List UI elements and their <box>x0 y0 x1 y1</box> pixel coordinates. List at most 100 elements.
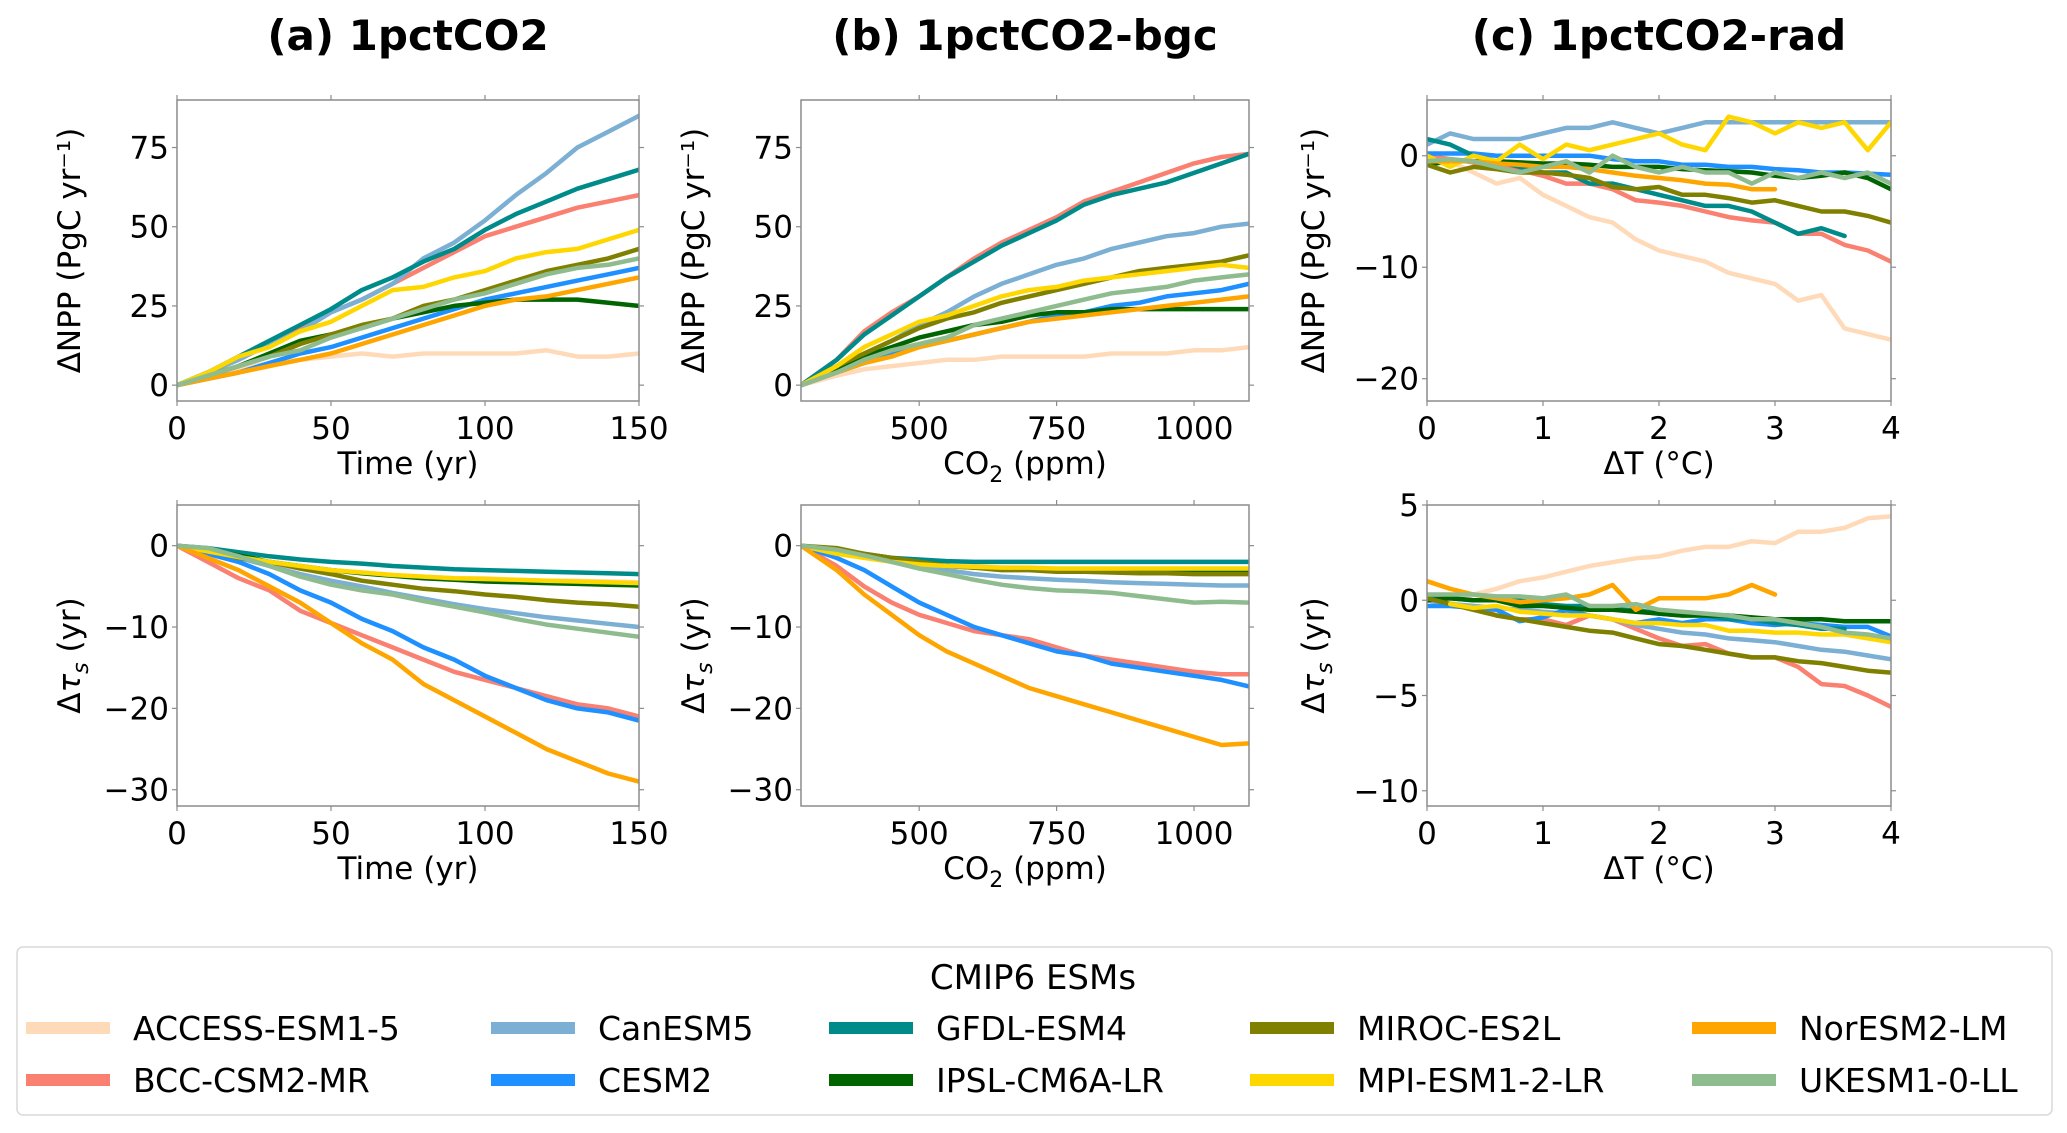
axes-frame <box>800 504 1250 807</box>
x-tick-label: 1 <box>1533 816 1553 852</box>
series-line-access-esm1-5 <box>801 344 1249 388</box>
y-axis-label-subscript: s <box>693 662 718 673</box>
series-line-ukesm1-0-ll <box>801 543 1249 605</box>
series-group <box>801 543 1249 748</box>
y-axis-label-part: τ <box>676 674 712 693</box>
x-tick-label: 100 <box>455 411 514 447</box>
series-line-bcc-csm2-mr <box>177 543 639 719</box>
x-tick-label: 500 <box>890 816 949 852</box>
y-axis-label: ΔNPP (PgC yr⁻¹) <box>52 128 88 374</box>
y-tick-label: 5 <box>1399 488 1419 524</box>
x-tick-label: 1000 <box>1155 816 1234 852</box>
y-tick-label: −20 <box>1354 362 1419 398</box>
x-axis-label-part: CO <box>943 851 989 887</box>
series-line-miroc-es2l <box>1427 596 1891 675</box>
x-tick-label: 3 <box>1765 816 1785 852</box>
series-line-noresm2-lm <box>801 294 1249 388</box>
panel-title-c: (c) 1pctCO2-rad <box>1472 11 1846 60</box>
y-tick-label: −20 <box>728 691 793 727</box>
legend-item-bcc-csm2-mr: BCC-CSM2-MR <box>26 1061 370 1100</box>
series-line-ukesm1-0-ll <box>177 543 639 640</box>
x-tick-label: 0 <box>1417 411 1437 447</box>
legend-item-mpi-esm1-2-lr: MPI-ESM1-2-LR <box>1250 1061 1604 1100</box>
y-tick-label: 0 <box>149 368 169 404</box>
y-axis-label-part: (yr) <box>1296 597 1332 662</box>
y-tick-label: 0 <box>1399 583 1419 619</box>
legend-label: MPI-ESM1-2-LR <box>1357 1061 1604 1100</box>
legend-title: CMIP6 ESMs <box>930 958 1136 998</box>
legend-label: MIROC-ES2L <box>1357 1009 1561 1048</box>
series-line-cesm2 <box>177 543 639 723</box>
y-axis-label-part: (yr) <box>676 597 712 662</box>
series-group <box>801 151 1249 388</box>
y-tick-label: 75 <box>130 131 169 167</box>
series-line-noresm2-lm <box>177 543 639 784</box>
series-line-mpi-esm1-2-lr <box>801 262 1249 388</box>
y-axis-label: Δτs (yr) <box>676 597 718 714</box>
series-group <box>177 543 639 784</box>
x-tick-label: 100 <box>455 816 514 852</box>
series-group <box>1427 114 1891 342</box>
y-axis-label: Δτs (yr) <box>52 597 94 714</box>
x-tick-label: 4 <box>1881 411 1901 447</box>
legend-label: NorESM2-LM <box>1799 1009 2007 1048</box>
y-tick-label: −5 <box>1373 679 1419 715</box>
legend-item-ipsl-cm6a-lr: IPSL-CM6A-LR <box>829 1061 1164 1100</box>
series-line-ipsl-cm6a-lr <box>1427 596 1891 624</box>
legend-frame <box>16 946 2053 1116</box>
series-line-gfdl-esm4 <box>177 167 639 388</box>
y-axis-label: ΔNPP (PgC yr⁻¹) <box>676 128 712 374</box>
x-axis-label-part: (ppm) <box>1003 446 1107 482</box>
panel-b-tau: 500 750 1000 −30 −20 −10 0 CO2 (ppm) Δτs (yr) <box>676 500 1254 893</box>
x-tick-label: 150 <box>609 816 668 852</box>
legend-label: UKESM1-0-LL <box>1799 1061 2018 1100</box>
y-axis-label-part: τ <box>1296 674 1332 693</box>
y-tick-label: −30 <box>728 773 793 809</box>
legend-label: CESM2 <box>598 1061 712 1100</box>
y-tick-label: 0 <box>773 529 793 565</box>
series-group <box>177 113 639 388</box>
series-line-access-esm1-5 <box>1427 153 1891 342</box>
panel-c-tau: 0 1 2 3 4 −10 −5 0 5 ΔT (°C) Δτs (yr) <box>1296 488 1901 887</box>
y-tick-label: −10 <box>104 610 169 646</box>
panel-c-npp: 0 1 2 3 4 −20 −10 0 ΔT (°C) ΔNPP (PgC yr⁻¹) <box>1296 95 1901 482</box>
y-tick-label: 0 <box>1399 139 1419 175</box>
panel-b-npp: 500 750 1000 0 25 50 75 CO2 (ppm) ΔNPP (PgC yr⁻¹… <box>676 95 1254 488</box>
y-axis-label-part: (yr) <box>52 597 88 662</box>
x-tick-label: 2 <box>1649 411 1669 447</box>
series-line-bcc-csm2-mr <box>801 151 1249 388</box>
series-line-bcc-csm2-mr <box>801 543 1249 677</box>
panel-a-npp: 0 50 100 150 0 25 50 75 Time (yr) ΔNPP (PgC yr⁻¹) <box>52 95 669 482</box>
series-line-ukesm1-0-ll <box>801 272 1249 388</box>
y-axis-label-subscript: s <box>1313 662 1338 673</box>
legend-label: IPSL-CM6A-LR <box>936 1061 1164 1100</box>
series-line-ipsl-cm6a-lr <box>801 306 1249 388</box>
y-tick-label: 50 <box>130 210 169 246</box>
series-line-ukesm1-0-ll <box>177 256 639 388</box>
x-axis-label: CO2 (ppm) <box>943 851 1107 893</box>
series-group <box>1427 514 1891 710</box>
series-line-mpi-esm1-2-lr <box>177 227 639 388</box>
axes-frame <box>176 99 640 402</box>
x-axis-label-subscript: 2 <box>989 868 1003 893</box>
x-tick-label: 1000 <box>1155 411 1234 447</box>
series-line-miroc-es2l <box>801 543 1249 577</box>
legend-label: ACCESS-ESM1-5 <box>133 1009 400 1048</box>
series-line-gfdl-esm4 <box>177 543 639 577</box>
x-axis-label-subscript: 2 <box>989 463 1003 488</box>
legend-item-canesm5: CanESM5 <box>491 1009 753 1048</box>
series-line-mpi-esm1-2-lr <box>1447 601 1891 645</box>
x-tick-label: 50 <box>311 411 350 447</box>
y-axis-label-part: Δ <box>52 693 88 714</box>
y-tick-label: −30 <box>104 773 169 809</box>
legend-item-miroc-es2l: MIROC-ES2L <box>1250 1009 1561 1048</box>
series-line-noresm2-lm <box>801 543 1249 748</box>
y-axis-label-part: Δ <box>1296 693 1332 714</box>
y-tick-label: 0 <box>773 368 793 404</box>
x-axis-label: Time (yr) <box>337 851 479 887</box>
y-tick-label: 75 <box>754 131 793 167</box>
axes-frame <box>800 99 1250 402</box>
y-axis-label-part: Δ <box>676 693 712 714</box>
legend-item-access-esm1-5: ACCESS-ESM1-5 <box>26 1009 400 1048</box>
